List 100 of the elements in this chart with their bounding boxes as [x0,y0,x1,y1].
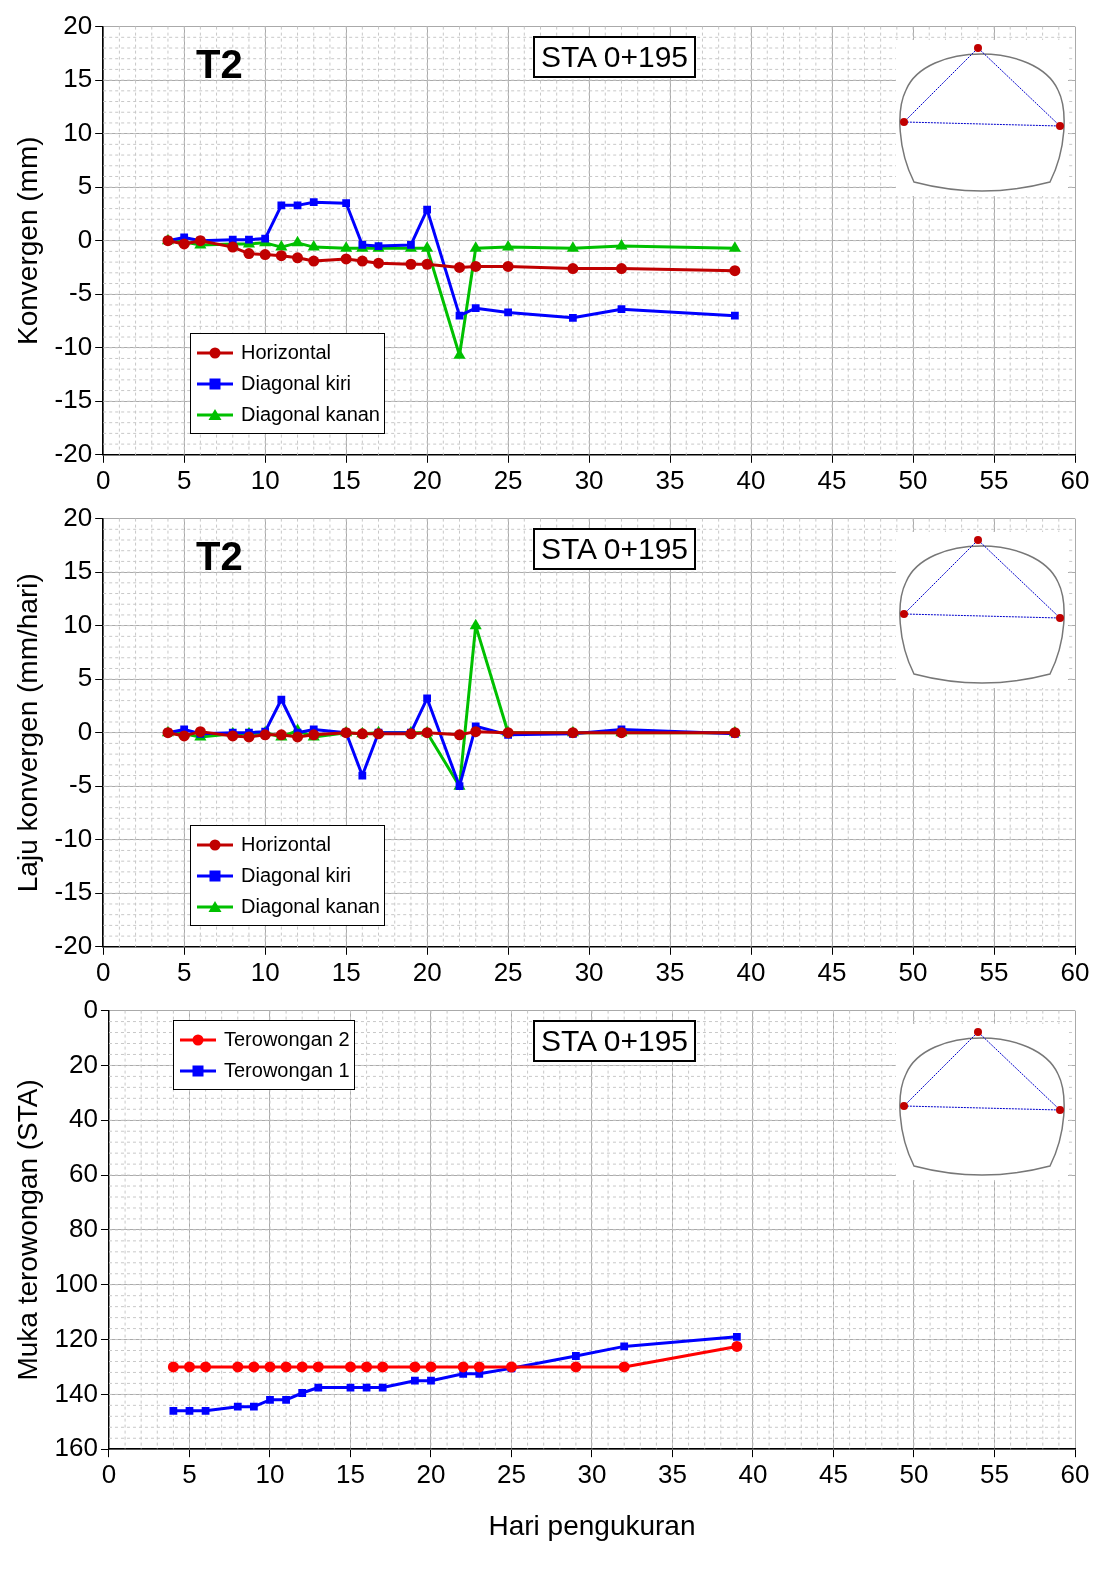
point [618,1361,630,1373]
y-tick-label: -10 [54,822,93,853]
point [427,1376,435,1385]
x-tick-label: 10 [255,1458,285,1489]
y-tick-label: -15 [54,876,93,907]
point [502,240,515,251]
point [455,311,464,320]
point [567,263,579,275]
point [423,205,432,214]
point [373,257,385,269]
y-tick-label: 0 [77,223,93,254]
x-tick-label: 35 [655,956,685,987]
point [200,1361,212,1373]
point [731,1340,743,1352]
legend-label: Diagonal kiri [241,372,352,395]
y-tick-label: 5 [77,662,93,693]
x-tick-label: 35 [658,1458,687,1489]
point [425,1361,437,1373]
x-tick-label: 50 [898,956,928,987]
x-tick-label: 40 [736,956,766,987]
point [275,250,287,262]
y-tick-label: 5 [77,170,93,201]
point [728,241,741,252]
point [233,1402,242,1411]
point [243,731,255,743]
x-tick-label: 60 [1060,956,1090,987]
y-axis-title: Konvergen (mm) [11,136,43,345]
point [342,199,351,208]
point [249,1402,258,1411]
point [409,1361,421,1373]
point [227,241,239,253]
point [259,249,271,261]
point [470,726,482,738]
point [566,241,579,252]
x-tick-label: 45 [817,464,847,495]
point [471,304,480,313]
point [264,1361,276,1373]
y-tick-label: 20 [63,501,93,532]
point [344,1361,356,1373]
x-tick-label: 30 [574,464,604,495]
point [183,1361,195,1373]
x-axis-title: Hari pengukuran [488,1509,696,1541]
point [504,308,512,317]
point [185,1406,194,1415]
point [307,240,320,251]
x-tick-label: 50 [898,464,928,495]
y-tick-label: 15 [63,63,93,94]
point [282,1395,290,1404]
legend-label: Diagonal kiri [241,864,352,887]
y-tick-label: 20 [63,9,93,40]
point [469,241,482,252]
x-tick-label: 20 [412,464,442,495]
point [569,313,577,322]
point [473,1361,485,1373]
annotation: STA 0+195 [533,1020,697,1062]
point [457,1361,469,1373]
point [421,258,433,270]
x-tick-label: 50 [899,1458,929,1489]
annotation: STA 0+195 [533,36,697,78]
point [570,1361,582,1373]
point [259,729,271,741]
point [312,1361,324,1373]
point [298,1389,307,1397]
x-tick-label: 30 [574,956,604,987]
x-tick-label: 40 [736,464,766,495]
x-tick-label: 45 [819,1458,848,1489]
y-tick-label: 60 [69,1158,98,1189]
point [178,238,190,250]
x-tick-label: 15 [331,956,361,987]
x-tick-label: 55 [980,1458,1009,1489]
y-tick-label: 20 [69,1048,98,1079]
legend-label: Diagonal kanan [241,895,380,918]
legend-label: Terowongan 2 [224,1028,350,1051]
point [405,258,417,270]
x-tick-label: 10 [250,464,280,495]
legend-label: Terowongan 1 [224,1059,350,1082]
point [275,240,288,251]
point [454,729,466,741]
point [411,1376,419,1385]
y-axis-title: Muka terowongan (STA) [11,1079,43,1381]
y-tick-label: -5 [69,769,93,800]
point [227,730,239,742]
x-tick-label: 35 [655,464,685,495]
y-tick-label: 100 [54,1267,98,1298]
point [615,239,628,250]
y-tick-label: 10 [63,116,93,147]
legend-label: Diagonal kanan [241,403,380,426]
x-tick-label: 40 [738,1458,768,1489]
x-tick-label: 45 [817,956,847,987]
y-tick-label: 15 [63,555,93,586]
y-tick-label: -10 [54,330,93,361]
point [572,1352,580,1360]
y-tick-label: 10 [63,608,93,639]
point [470,260,482,272]
x-tick-label: 60 [1060,464,1090,495]
x-tick-label: 5 [176,956,192,987]
x-tick-label: 55 [979,956,1009,987]
y-tick-label: 140 [54,1377,98,1408]
point [421,241,434,252]
point [292,731,304,743]
